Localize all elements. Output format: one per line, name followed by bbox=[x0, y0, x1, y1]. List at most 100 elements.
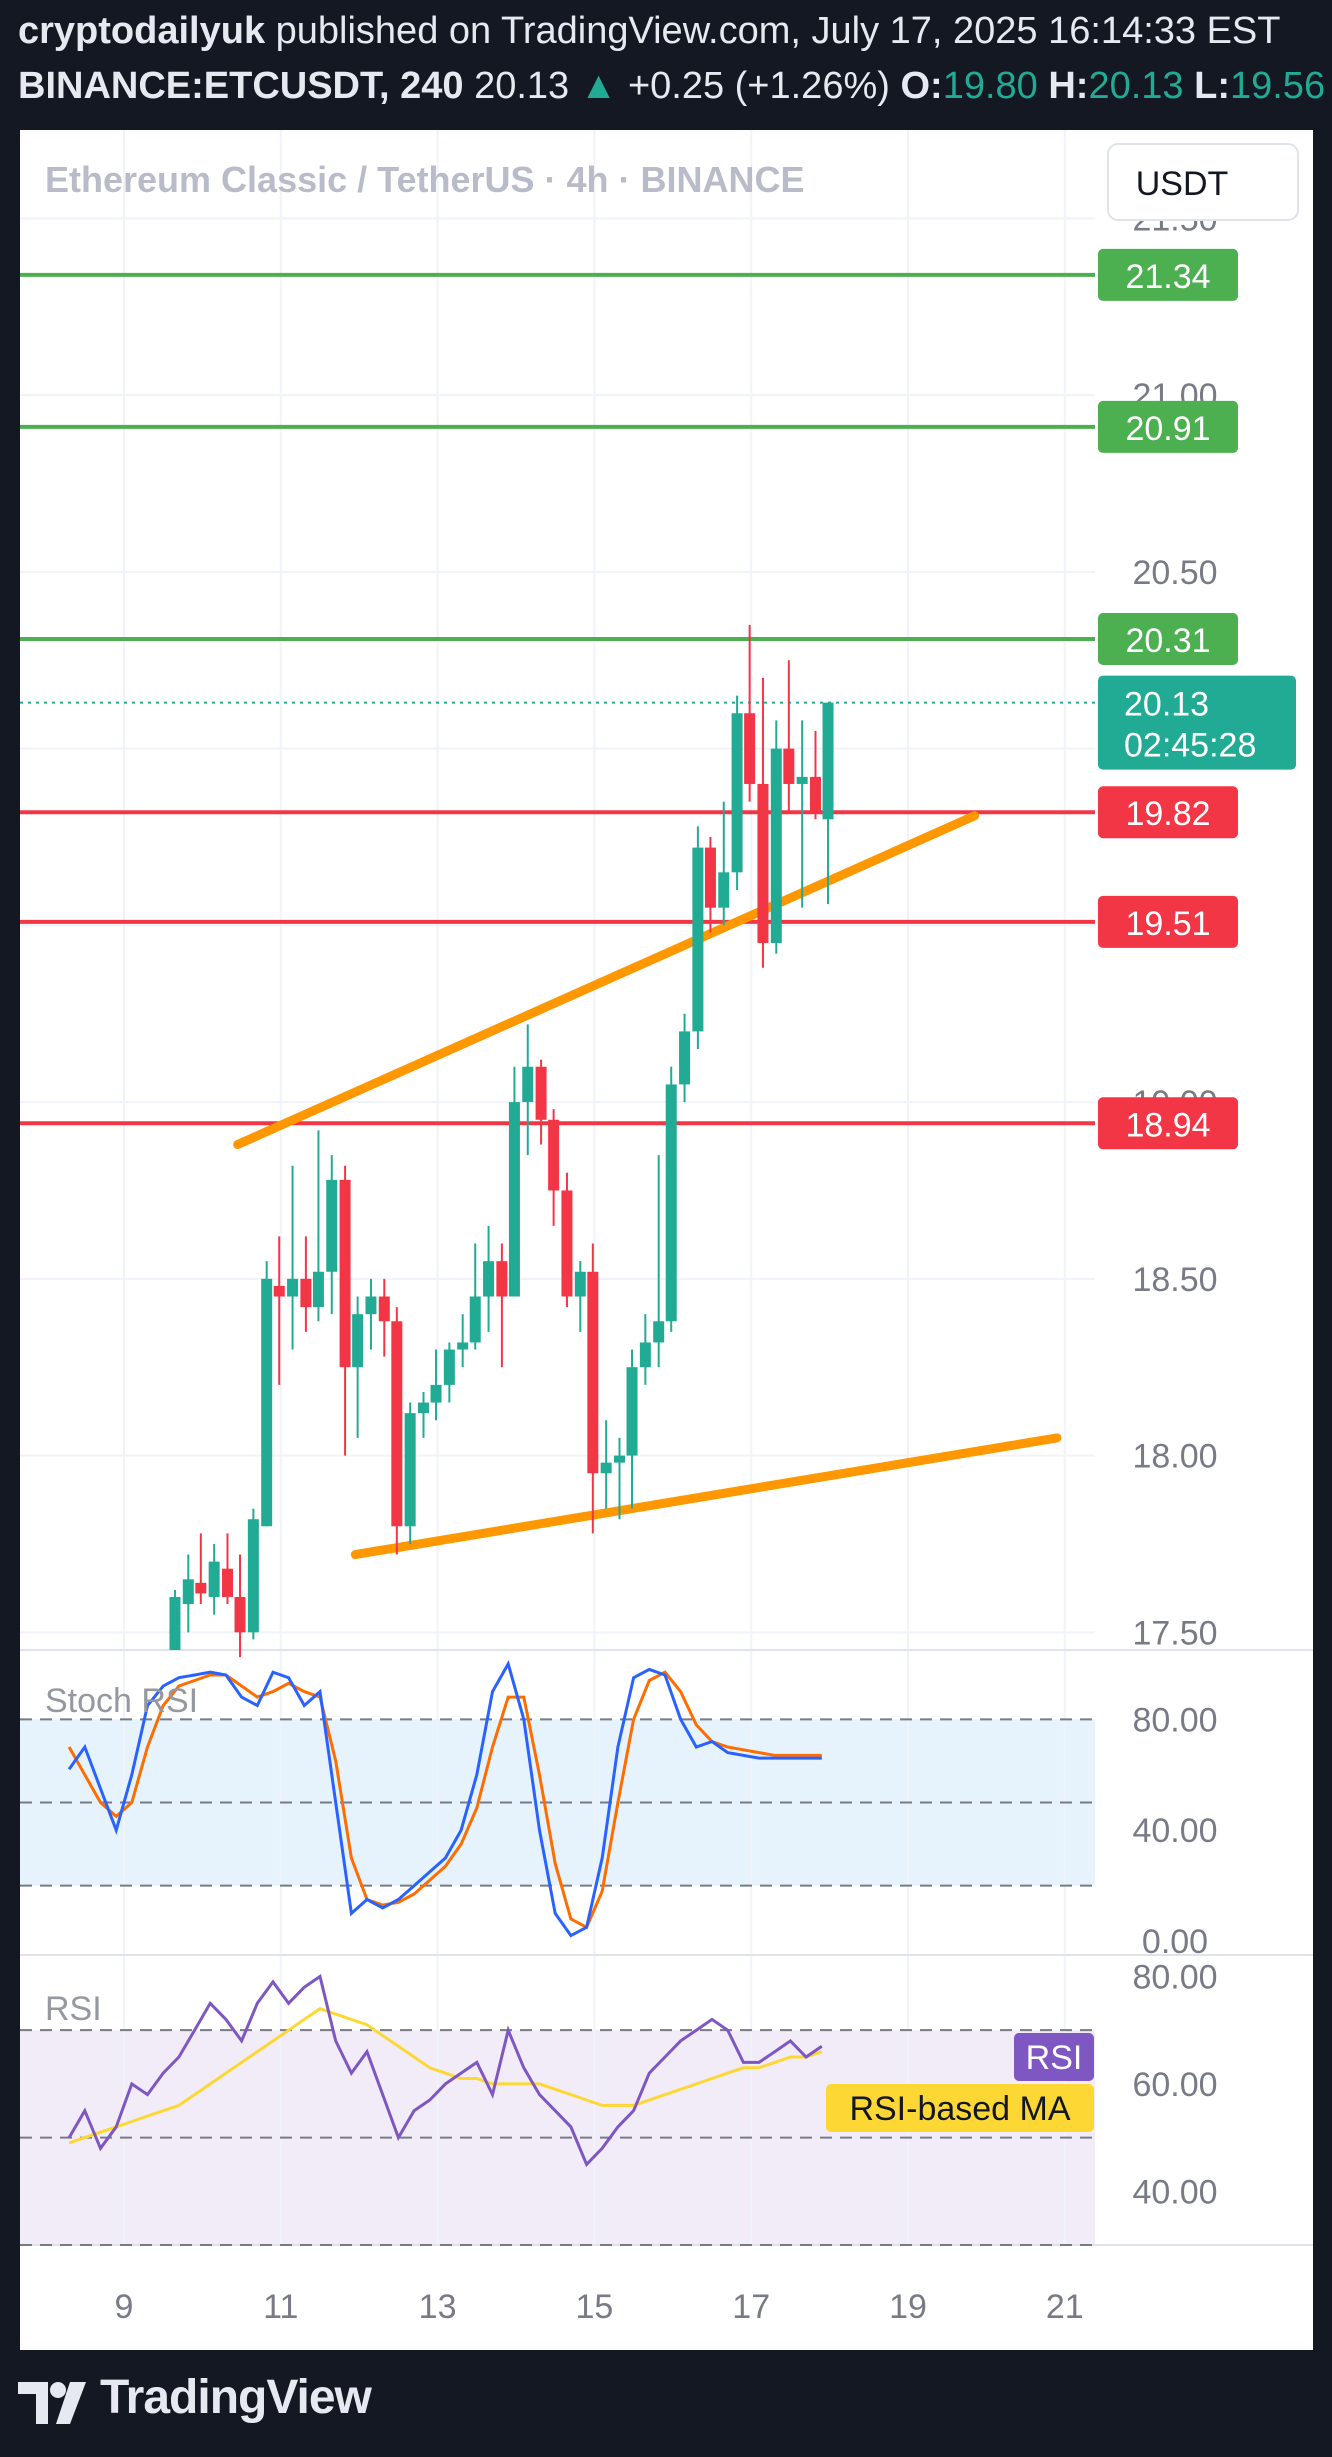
tradingview-logo-icon bbox=[18, 2382, 86, 2424]
candle-down bbox=[221, 1568, 233, 1597]
last-price-value: 20.13 bbox=[1124, 686, 1209, 724]
candle-up bbox=[679, 1031, 691, 1085]
change-arrow-icon: ▲ bbox=[579, 65, 618, 107]
stoch-k-line bbox=[67, 1660, 822, 1938]
trendline bbox=[350, 1433, 1062, 1560]
symbol-label: BINANCE:ETCUSDT, 240 bbox=[18, 65, 464, 107]
candle-up bbox=[182, 1579, 194, 1605]
level-tag-label: 18.94 bbox=[1125, 1106, 1210, 1144]
ohlc-line: BINANCE:ETCUSDT, 240 20.13 ▲ +0.25 (+1.2… bbox=[18, 65, 1332, 108]
x-tick-label: 15 bbox=[575, 2288, 613, 2326]
rsi-title: RSI bbox=[45, 1990, 102, 2028]
candle-up bbox=[365, 1296, 377, 1315]
candle-up bbox=[665, 1084, 677, 1322]
candle-up bbox=[822, 702, 834, 820]
trendline bbox=[233, 811, 980, 1150]
rsi-ma-tag bbox=[826, 2084, 1094, 2132]
candle-down bbox=[273, 1285, 285, 1297]
candle-up bbox=[247, 1519, 259, 1633]
low-label: L: bbox=[1194, 65, 1230, 107]
candle-up bbox=[770, 748, 782, 944]
support-level-tag bbox=[1098, 786, 1238, 839]
candle-up bbox=[731, 713, 743, 873]
candle-up bbox=[457, 1342, 469, 1350]
rsi-tag bbox=[1014, 2033, 1094, 2081]
candle-up bbox=[352, 1314, 364, 1368]
last-price: 20.13 bbox=[474, 65, 570, 107]
candle-up bbox=[574, 1271, 586, 1297]
stoch-band bbox=[20, 1719, 1095, 1886]
author-name[interactable]: cryptodailyuk bbox=[18, 10, 266, 52]
chart-title: Ethereum Classic / TetherUS · 4h · BINAN… bbox=[45, 159, 805, 200]
high-label: H: bbox=[1048, 65, 1089, 107]
candle-up bbox=[326, 1179, 338, 1272]
candle-down bbox=[195, 1582, 207, 1594]
x-tick-label: 21 bbox=[1046, 2288, 1084, 2326]
candle-up bbox=[417, 1402, 429, 1414]
currency-button[interactable] bbox=[1107, 143, 1299, 221]
candle-up bbox=[287, 1278, 299, 1297]
support-level-tag bbox=[1098, 895, 1238, 948]
stoch-tick-label: 0.00 bbox=[1142, 1923, 1208, 1961]
candle-up bbox=[796, 776, 808, 784]
stoch-rsi-title: Stoch RSI bbox=[45, 1682, 198, 1720]
candle-up bbox=[312, 1271, 324, 1308]
candle-down bbox=[744, 713, 756, 784]
candle-up bbox=[483, 1261, 495, 1297]
publish-line: cryptodailyuk published on TradingView.c… bbox=[18, 10, 1281, 53]
candle-down bbox=[809, 776, 821, 813]
candle-up bbox=[443, 1349, 455, 1385]
candle-up bbox=[469, 1296, 481, 1343]
rsi-ma-line bbox=[68, 2007, 823, 2145]
candle-down bbox=[234, 1596, 246, 1633]
candle-down bbox=[561, 1190, 573, 1297]
support-level-tag bbox=[1098, 1097, 1238, 1150]
candle-down bbox=[704, 847, 716, 908]
x-tick-label: 13 bbox=[419, 2288, 457, 2326]
rsi-tick-label: 80.00 bbox=[1132, 1958, 1217, 1996]
candle-down bbox=[535, 1066, 547, 1120]
x-tick-label: 17 bbox=[732, 2288, 770, 2326]
candle-up bbox=[430, 1384, 442, 1403]
candle-up bbox=[639, 1342, 651, 1368]
candle-down bbox=[587, 1271, 599, 1474]
footer-brand: TradingView bbox=[100, 2371, 372, 2424]
candle-up bbox=[626, 1367, 638, 1456]
candle-down bbox=[378, 1296, 390, 1322]
price-tick-label: 18.00 bbox=[1132, 1438, 1217, 1476]
chart-header: cryptodailyuk published on TradingView.c… bbox=[0, 0, 1332, 128]
level-tag-label: 20.31 bbox=[1125, 622, 1210, 660]
currency-label[interactable]: USDT bbox=[1136, 165, 1229, 203]
resistance-level-tag bbox=[1098, 400, 1238, 453]
candle-up bbox=[692, 847, 704, 1032]
candle-down bbox=[496, 1261, 508, 1297]
candle-up bbox=[508, 1102, 520, 1297]
candle-up bbox=[613, 1455, 625, 1463]
candle-up bbox=[169, 1596, 181, 1650]
candle-up bbox=[653, 1321, 665, 1343]
candle-up bbox=[261, 1278, 273, 1527]
rsi-tick-label: 40.00 bbox=[1132, 2173, 1217, 2211]
x-tick-label: 9 bbox=[115, 2288, 134, 2326]
price-tick-label: 18.50 bbox=[1132, 1261, 1217, 1299]
candle-down bbox=[757, 783, 769, 944]
bar-countdown: 02:45:28 bbox=[1124, 727, 1256, 765]
rsi-ma-tag-label: RSI-based MA bbox=[849, 2090, 1070, 2128]
resistance-level-tag bbox=[1098, 613, 1238, 666]
last-price-tag bbox=[1098, 675, 1296, 770]
rsi-tick-label: 60.00 bbox=[1132, 2066, 1217, 2104]
level-tag-label: 19.82 bbox=[1125, 795, 1210, 833]
x-tick-label: 11 bbox=[263, 2288, 298, 2326]
candle-up bbox=[208, 1561, 220, 1597]
level-tag-label: 19.51 bbox=[1125, 905, 1210, 943]
stoch-tick-label: 40.00 bbox=[1132, 1812, 1217, 1850]
level-tag-label: 20.91 bbox=[1125, 410, 1210, 448]
open-value: 19.80 bbox=[942, 65, 1038, 107]
stoch-d-line bbox=[67, 1670, 822, 1930]
candle-down bbox=[339, 1179, 351, 1368]
level-tag-label: 21.34 bbox=[1125, 258, 1210, 296]
candle-down bbox=[300, 1278, 312, 1308]
rsi-band bbox=[20, 2030, 1095, 2245]
price-tick-label: 20.50 bbox=[1132, 554, 1217, 592]
